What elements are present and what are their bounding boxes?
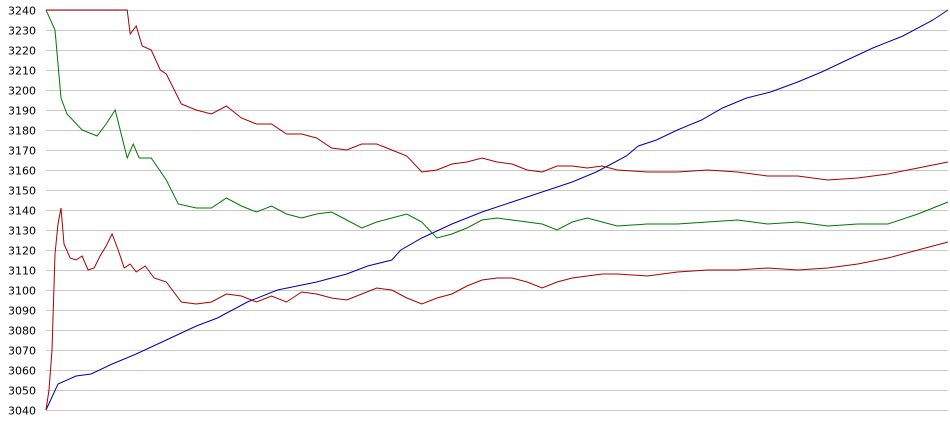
y-tick-label: 3100: [8, 285, 36, 298]
y-tick-label: 3240: [8, 5, 36, 18]
y-tick-label: 3190: [8, 105, 36, 118]
series-line-3: [46, 9, 949, 181]
y-tick-label: 3200: [8, 85, 36, 98]
series-lines: [45, 9, 949, 411]
y-tick-label: 3130: [8, 225, 36, 238]
y-tick-label: 3210: [8, 65, 36, 78]
y-tick-label: 3180: [8, 125, 36, 138]
y-tick-label: 3050: [8, 385, 36, 398]
y-tick-label: 3170: [8, 145, 36, 158]
series-line-1: [45, 9, 949, 411]
y-tick-label: 3230: [8, 25, 36, 38]
y-tick-label: 3150: [8, 185, 36, 198]
y-tick-label: 3140: [8, 205, 36, 218]
y-tick-label: 3110: [8, 265, 36, 278]
y-tick-label: 3090: [8, 305, 36, 318]
series-line-2: [45, 9, 949, 239]
y-tick-label: 3070: [8, 345, 36, 358]
y-tick-label: 3120: [8, 245, 36, 258]
y-tick-label: 3080: [8, 325, 36, 338]
grid: [46, 10, 948, 411]
y-axis-ticks: 3040 3050 3060 3070 3080 3090 3100 3110 3120 3130…: [8, 5, 36, 418]
y-tick-label: 3160: [8, 165, 36, 178]
y-tick-label: 3040: [8, 405, 36, 418]
y-tick-label: 3220: [8, 45, 36, 58]
y-tick-label: 3060: [8, 365, 36, 378]
series-line-4: [45, 207, 949, 411]
